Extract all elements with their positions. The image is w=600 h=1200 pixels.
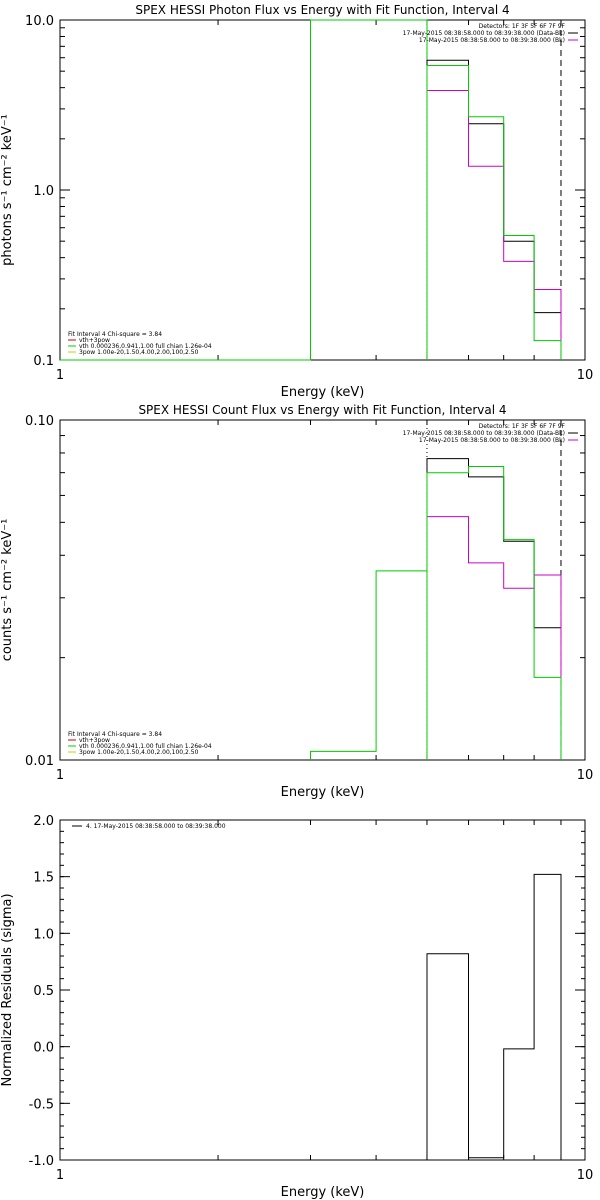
panel-3-x-tick-label: 1: [56, 1168, 64, 1183]
panel-2-plot-frame: [59, 419, 586, 761]
panel-1-plot-frame: [59, 19, 586, 361]
panel-2-y-tick-label: 0.10: [25, 414, 54, 429]
panel-3-x-axis-label: Energy (keV): [281, 1185, 365, 1200]
panel-2-x-axis-label: Energy (keV): [281, 785, 365, 800]
panel-1-legend-top-text: 17-May-2015 08:38:58.000 to 08:39:38.000…: [403, 30, 565, 37]
panel-3-plot-frame: [59, 819, 586, 1161]
panel-3-y-tick-label: 1.0: [33, 927, 54, 942]
panel-2-series-3: [426, 516, 562, 760]
panel-3-y-tick-label: 1.5: [33, 871, 54, 886]
panel-2-legend-top-text: Detectors: 1F 3F 5F 6F 7F 9F: [479, 423, 566, 430]
panel-1-title: SPEX HESSI Photon Flux vs Energy with Fi…: [135, 3, 509, 17]
panel-1-legend-bottom-text: Fit Interval 4 Chi-square = 3.84: [68, 331, 162, 338]
panel-1-legend-bottom-text: vth 0.000236,0.941,1.00 full chian 1.26e…: [79, 343, 212, 350]
panel-2-legend-bottom-text: Fit Interval 4 Chi-square = 3.84: [68, 731, 162, 738]
panel-2-legend-bottom-text: vth+3pow: [79, 737, 110, 744]
panel-1-x-tick-label: 1: [56, 368, 64, 383]
panel-2-series-1: [310, 570, 428, 760]
panel-2-x-tick-label: 1: [56, 768, 64, 783]
panel-1-series-4: [426, 65, 562, 360]
panel-3-x-tick-label: 10: [577, 1168, 594, 1183]
panel-1-y-tick-label: 10.0: [25, 14, 54, 29]
panel-1-legend-bottom-text: vth+3pow: [79, 337, 110, 344]
panel-3-y-tick-label: -0.5: [29, 1097, 54, 1112]
panel-1-series-1: [60, 19, 428, 361]
panel-2-x-tick-label: 10: [577, 768, 594, 783]
panel-2-legend-bottom-text: 3pow 1.00e-20,1.50,4.00,2.00,100,2.50: [79, 749, 199, 756]
panel-2-y-axis-label: counts s⁻¹ cm⁻² keV⁻¹: [0, 519, 15, 662]
panel-1-legend-bottom-text: 3pow 1.00e-20,1.50,4.00,2.00,100,2.50: [79, 349, 199, 356]
panel-2-legend-bottom-text: vth 0.000236,0.941,1.00 full chian 1.26e…: [79, 743, 212, 750]
panel-3-y-tick-label: 0.0: [33, 1041, 54, 1056]
panel-3-y-axis-label: Normalized Residuals (sigma): [0, 893, 15, 1086]
panel-1-x-axis-label: Energy (keV): [281, 385, 365, 400]
panel-2-series-4: [426, 466, 562, 760]
panel-1-y-axis-label: photons s⁻¹ cm⁻² keV⁻¹: [0, 114, 15, 266]
panel-3-y-tick-label: -1.0: [29, 1154, 54, 1169]
panel-2-legend-top-text: 17-May-2015 08:38:58.000 to 08:39:38.000…: [419, 437, 565, 444]
panel-3-y-tick-label: 2.0: [33, 814, 54, 829]
panel-1-x-tick-label: 10: [577, 368, 594, 383]
panel-3-series-1: [426, 873, 562, 1160]
panel-1-legend-top-text: Detectors: 1F 3F 5F 6F 7F 9F: [479, 23, 566, 30]
panel-1-series-2: [426, 59, 562, 360]
panel-2-legend-top-text: 17-May-2015 08:38:58.000 to 08:39:38.000…: [403, 430, 565, 437]
panel-3-y-tick-label: 0.5: [33, 984, 54, 999]
panel-2-title: SPEX HESSI Count Flux vs Energy with Fit…: [138, 403, 506, 417]
panel-1-y-tick-label: 0.1: [33, 354, 54, 369]
panel-1-y-tick-label: 1.0: [33, 184, 54, 199]
panel-2-y-tick-label: 0.01: [25, 754, 54, 769]
panel-1-series-3: [426, 90, 562, 360]
panel-1-legend-top-text: 17-May-2015 08:38:58.000 to 08:39:38.000…: [419, 37, 565, 44]
panel-3-legend-top-text: 4. 17-May-2015 08:38:58.000 to 08:39:38.…: [86, 823, 226, 830]
panel-2-series-2: [426, 458, 562, 760]
